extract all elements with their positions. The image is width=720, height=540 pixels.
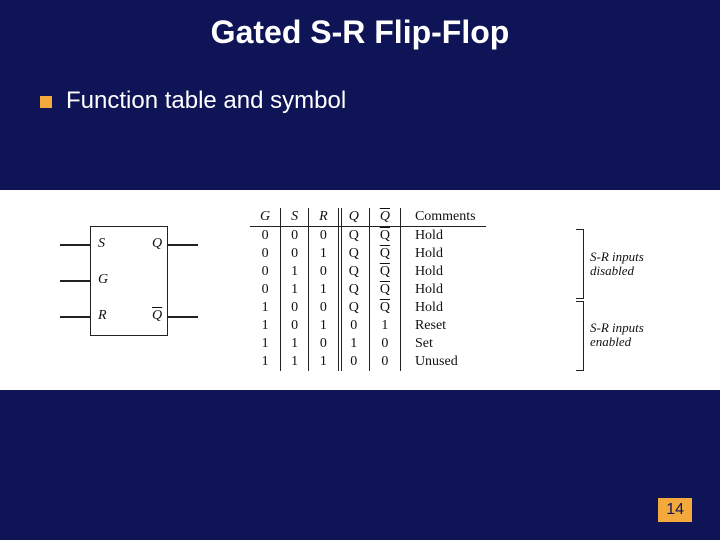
col-qbar: Q xyxy=(369,208,400,227)
col-q: Q xyxy=(338,208,369,227)
pin-line xyxy=(60,244,90,246)
figure-area: S G R Q Q G S R Q Q Comments 000QQHold00… xyxy=(0,190,720,390)
table-row: 11010Set xyxy=(250,335,486,353)
bullet-row: Function table and symbol xyxy=(40,87,720,115)
table-row: 011QQHold xyxy=(250,281,486,299)
pin-label-qbar: Q xyxy=(152,308,162,324)
pin-label-g: G xyxy=(98,272,108,288)
pin-line xyxy=(168,244,198,246)
page-number: 14 xyxy=(658,498,692,522)
bracket-disabled xyxy=(576,229,584,299)
col-comments: Comments xyxy=(400,208,485,227)
pin-line xyxy=(60,280,90,282)
bracket-label-enabled: S-R inputs enabled xyxy=(590,321,644,350)
pin-label-s: S xyxy=(98,236,105,252)
table-row: 000QQHold xyxy=(250,227,486,246)
pin-label-q: Q xyxy=(152,236,162,252)
col-r: R xyxy=(309,208,339,227)
pin-line xyxy=(60,316,90,318)
pin-label-r: R xyxy=(98,308,107,324)
bullet-text: Function table and symbol xyxy=(66,87,346,115)
pin-line xyxy=(168,316,198,318)
table-row: 001QQHold xyxy=(250,245,486,263)
function-table: G S R Q Q Comments 000QQHold001QQHold010… xyxy=(250,208,486,371)
table-header-row: G S R Q Q Comments xyxy=(250,208,486,227)
bracket-enabled xyxy=(576,301,584,371)
slide-title: Gated S-R Flip-Flop xyxy=(0,0,720,51)
table-row: 100QQHold xyxy=(250,299,486,317)
table-row: 10101Reset xyxy=(250,317,486,335)
col-s: S xyxy=(281,208,309,227)
table-row: 11100Unused xyxy=(250,353,486,371)
table-row: 010QQHold xyxy=(250,263,486,281)
bracket-label-disabled: S-R inputs disabled xyxy=(590,250,644,279)
col-g: G xyxy=(250,208,281,227)
bullet-square-icon xyxy=(40,96,52,108)
